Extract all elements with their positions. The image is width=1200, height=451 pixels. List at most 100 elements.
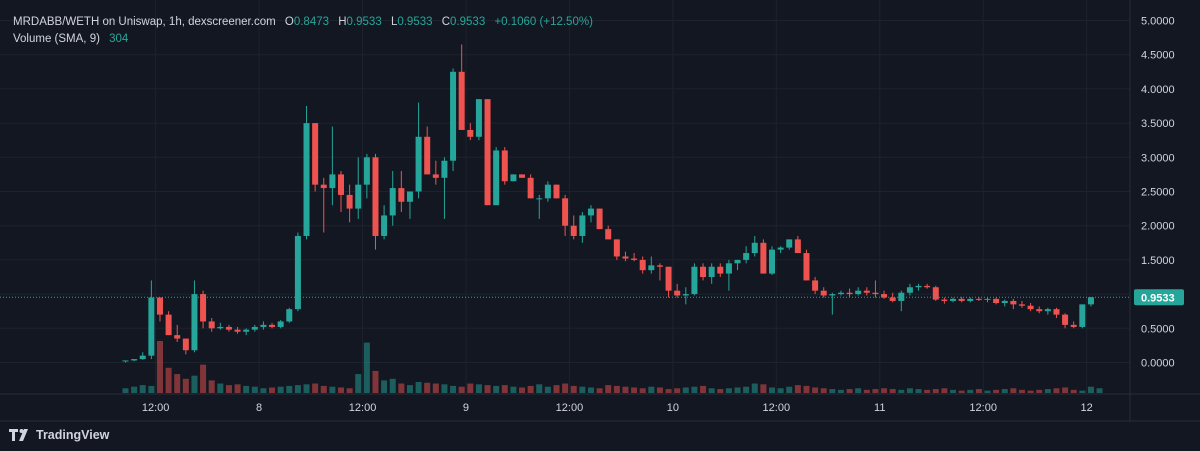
candle-body xyxy=(769,249,775,274)
volume-bar xyxy=(200,364,207,393)
candle-body xyxy=(587,208,594,216)
x-tick-label: 12:00 xyxy=(349,402,377,414)
tradingview-logo-icon xyxy=(9,429,28,441)
candle xyxy=(294,232,301,312)
x-tick-label: 9 xyxy=(463,402,469,414)
volume-bar xyxy=(1062,387,1069,393)
candle xyxy=(475,99,482,141)
candle xyxy=(131,359,138,362)
volume-bar xyxy=(725,388,732,393)
candle xyxy=(967,297,974,303)
volume-bar xyxy=(1070,389,1077,393)
candle-body xyxy=(717,266,724,274)
volume-bars xyxy=(122,341,1103,393)
candle xyxy=(1044,307,1051,315)
candle xyxy=(648,256,655,274)
x-tick-label: 12:00 xyxy=(969,402,997,414)
candle xyxy=(389,170,396,226)
volume-bar xyxy=(217,383,224,393)
volume-bar xyxy=(587,387,594,393)
candle xyxy=(941,297,948,304)
volume-bar xyxy=(872,389,879,393)
tradingview-logo[interactable]: TradingView xyxy=(9,428,109,442)
volume-bar xyxy=(406,385,413,393)
candle-body xyxy=(277,321,284,327)
volume-bar xyxy=(519,387,526,393)
candle xyxy=(717,263,724,277)
candle xyxy=(553,184,560,199)
candle-body xyxy=(881,294,888,298)
volume-bar xyxy=(803,385,810,393)
candle-body xyxy=(139,355,146,360)
candle xyxy=(450,68,457,171)
candle-body xyxy=(148,297,155,356)
candle xyxy=(406,191,413,219)
candle-body xyxy=(475,99,482,137)
volume-bar xyxy=(251,386,258,393)
candle xyxy=(217,322,224,330)
candle xyxy=(501,147,508,185)
candle xyxy=(622,251,629,262)
volume-bar xyxy=(536,384,543,393)
volume-bar xyxy=(898,389,905,393)
candle xyxy=(174,324,181,342)
volume-bar xyxy=(648,386,655,393)
candle-body xyxy=(906,287,913,293)
volume-bar xyxy=(156,341,163,393)
candle xyxy=(691,263,698,296)
candle xyxy=(777,246,784,254)
candle xyxy=(346,184,353,223)
volume-bar xyxy=(751,383,758,393)
brand-name: TradingView xyxy=(36,428,110,442)
volume-bar xyxy=(139,385,146,393)
candle xyxy=(208,318,215,332)
candle-body xyxy=(458,71,465,130)
candle-body xyxy=(743,253,750,260)
candle xyxy=(751,235,758,257)
x-tick-label: 10 xyxy=(667,402,679,414)
candle xyxy=(200,290,207,329)
candle xyxy=(665,266,672,298)
candle xyxy=(725,259,732,291)
candle xyxy=(251,324,258,332)
candle xyxy=(432,160,439,185)
candle-body xyxy=(993,298,1000,303)
candle xyxy=(562,194,569,236)
candle-body xyxy=(312,123,319,185)
candle-body xyxy=(889,297,896,301)
candle-body xyxy=(1079,304,1086,327)
candle-body xyxy=(527,177,534,199)
candle-body xyxy=(898,292,905,301)
close-value: 0.9533 xyxy=(450,16,486,28)
volume-bar xyxy=(458,386,465,393)
candle xyxy=(363,153,370,199)
volume-bar xyxy=(846,389,853,393)
candle-body xyxy=(329,174,336,189)
volume-bar xyxy=(855,388,862,393)
candle-body xyxy=(794,239,801,254)
candle xyxy=(510,174,517,182)
x-tick-label: 12:00 xyxy=(142,402,170,414)
candle xyxy=(493,147,500,206)
candle-body xyxy=(355,184,362,209)
candle-body xyxy=(165,314,172,336)
candle-body xyxy=(389,188,396,216)
volume-bar xyxy=(924,389,931,393)
volume-bar xyxy=(674,388,681,393)
candle xyxy=(139,352,146,360)
candle xyxy=(225,324,232,332)
candle-body xyxy=(536,198,543,200)
candle-body xyxy=(1018,304,1025,306)
volume-bar xyxy=(691,386,698,393)
volume-bar xyxy=(294,385,301,393)
candle xyxy=(812,277,819,295)
candle-body xyxy=(398,188,405,202)
volume-bar xyxy=(700,385,707,393)
volume-bar xyxy=(889,389,896,393)
volume-bar xyxy=(131,386,138,393)
candle xyxy=(424,126,431,175)
volume-bar xyxy=(329,386,336,393)
volume-bar xyxy=(441,384,448,393)
candle xyxy=(855,287,862,296)
